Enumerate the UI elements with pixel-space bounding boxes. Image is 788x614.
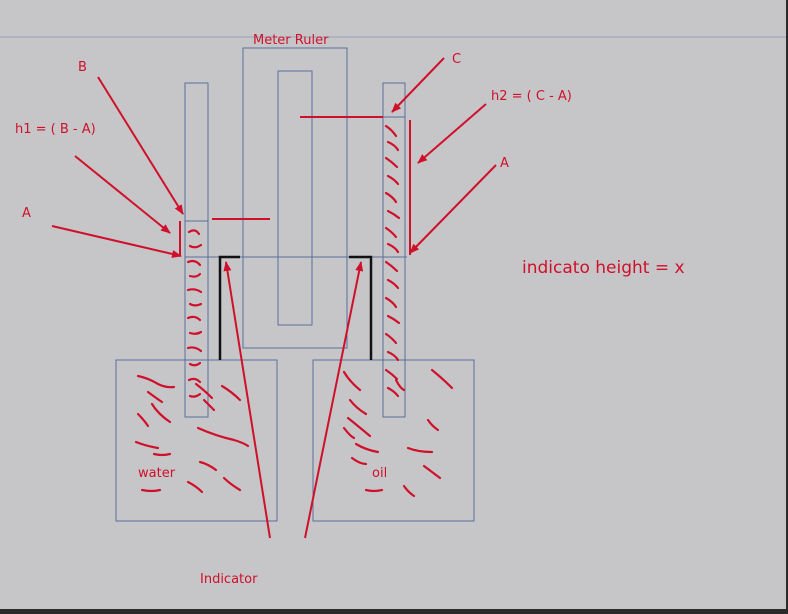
point-a-left-label: A	[22, 206, 31, 221]
left-indicator-bar	[218, 255, 240, 360]
meter-ruler-label: Meter Ruler	[253, 33, 329, 48]
meter-ruler-outer	[242, 47, 348, 349]
left-tube	[184, 82, 209, 418]
indicator-height-label: indicato height = x	[522, 258, 685, 278]
arrow-indicator-right	[304, 261, 364, 539]
arrow-h1	[74, 155, 171, 234]
h2-formula-label: h2 = ( C - A)	[491, 89, 572, 104]
meter-ruler-inner	[277, 70, 313, 326]
arrow-indicator-left	[223, 261, 271, 539]
oil-column-marks	[384, 124, 401, 398]
oil-label: oil	[372, 466, 388, 481]
water-marks	[134, 374, 250, 494]
h1-formula-label: h1 = ( B - A)	[15, 122, 96, 137]
point-b-label: B	[78, 60, 87, 75]
arrow-h2	[417, 103, 487, 164]
arrow-b	[97, 76, 184, 215]
point-c-label: C	[452, 52, 462, 67]
point-a-right-label: A	[500, 156, 509, 171]
water-label: water	[138, 466, 176, 481]
water-container	[115, 359, 278, 522]
water-column-marks	[186, 229, 203, 398]
arrow-a-right	[409, 164, 497, 254]
oil-marks	[342, 368, 454, 498]
oil-container	[312, 359, 475, 522]
arrow-a-left	[51, 225, 182, 258]
meter-ruler	[242, 47, 348, 349]
right-tube	[382, 82, 406, 418]
indicator-label: Indicator	[200, 572, 258, 587]
right-indicator-bar	[349, 255, 373, 360]
arrow-c	[391, 57, 445, 113]
